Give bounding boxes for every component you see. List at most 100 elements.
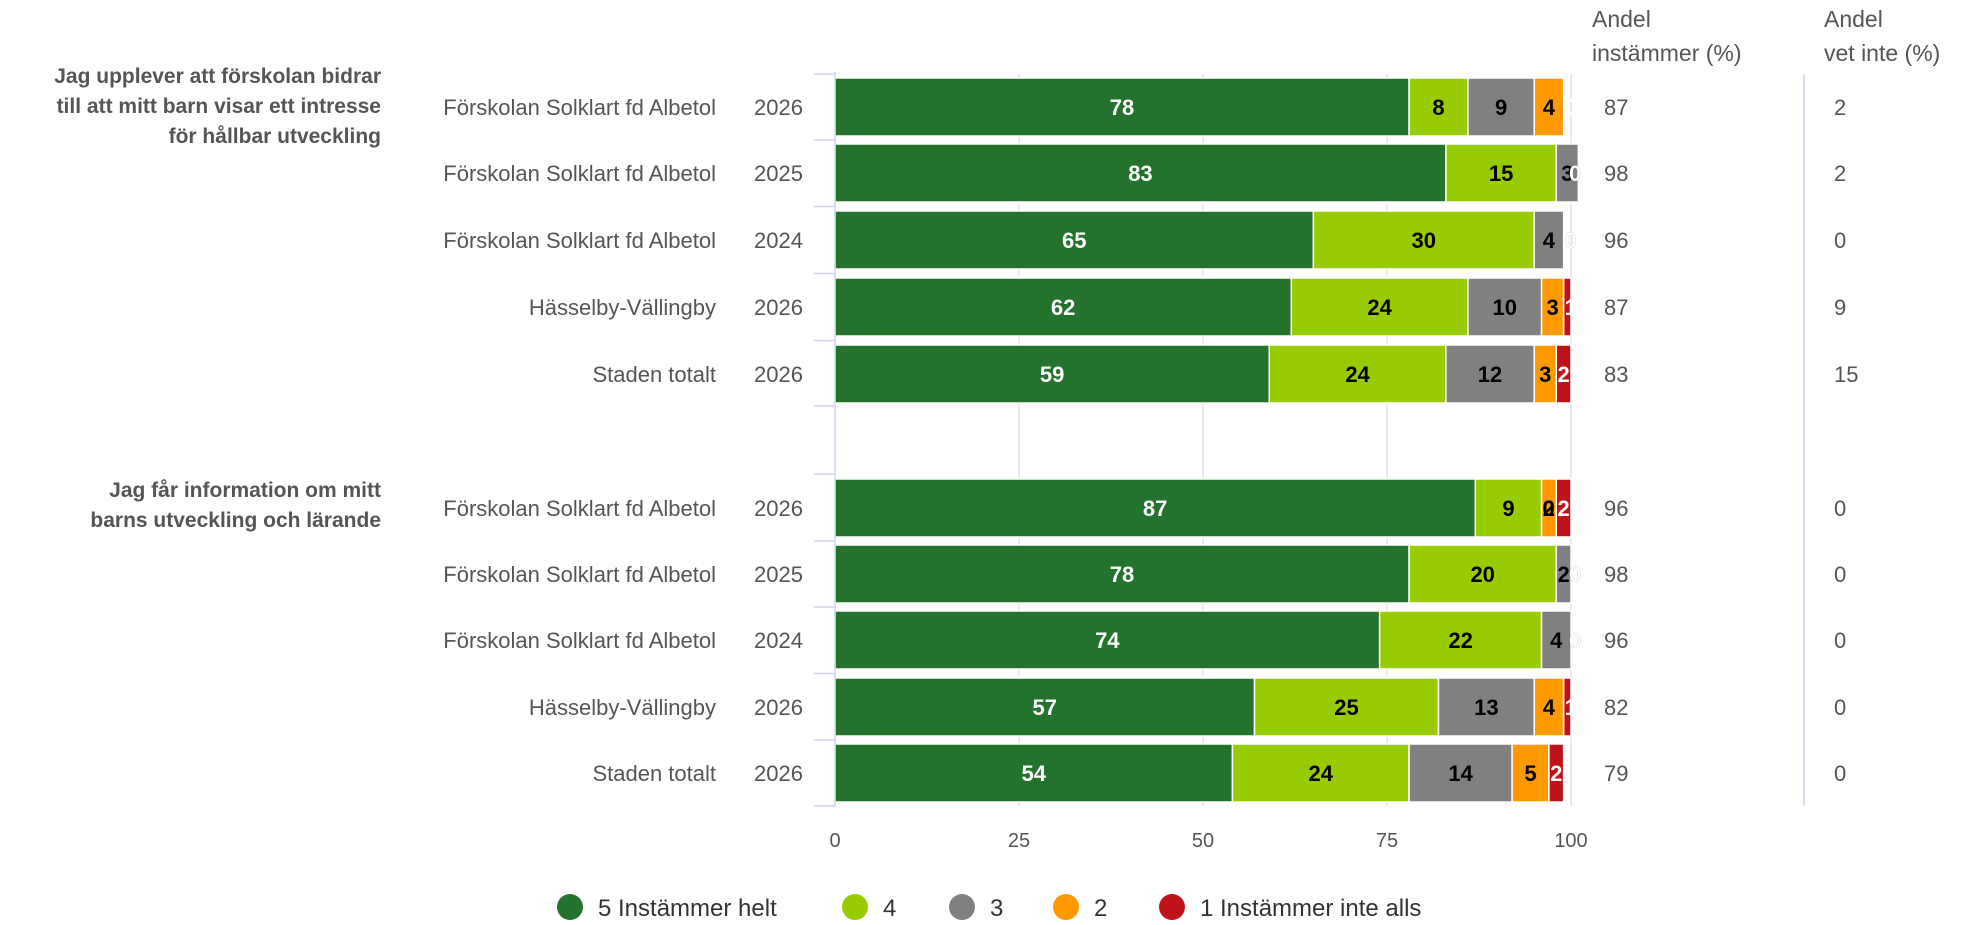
bar-segment (1231, 743, 1410, 803)
bar-value-label: 2 (1558, 562, 1570, 587)
row-year-label: 2026 (754, 295, 803, 320)
bar-value-label: 4 (1550, 628, 1563, 653)
column-header-line2: instämmer (%) (1592, 40, 1742, 66)
bar-value-label: 12 (1478, 362, 1502, 387)
bar-segment (1467, 77, 1535, 137)
bar-value-label: 13 (1474, 695, 1498, 720)
bar-segment (1533, 210, 1565, 270)
bar-segment (1540, 610, 1572, 670)
bar-segment (1555, 143, 1580, 203)
row-year-label: 2024 (754, 628, 803, 653)
bar-value-label: 59 (1040, 362, 1064, 387)
legend: 5 Instämmer helt 4 3 2 1 Instämmer inte alls (557, 894, 1421, 922)
bar-value-label: 2 (1543, 496, 1555, 521)
bar-segment (834, 344, 1270, 404)
x-tick-label: 50 (1192, 830, 1214, 852)
legend-swatch (842, 894, 868, 920)
andel-vet-inte-value: 2 (1834, 161, 1846, 186)
bar-value-label: 74 (1095, 628, 1120, 653)
row-year-label: 2026 (754, 362, 803, 387)
row-name-label: Förskolan Solklart fd Albetol (443, 228, 716, 253)
bar-value-label: 4 (1543, 228, 1556, 253)
andel-instammer-value: 79 (1604, 761, 1628, 786)
row-year-label: 2026 (754, 95, 803, 120)
andel-vet-inte-value: 0 (1834, 628, 1846, 653)
bar-segment (1562, 677, 1572, 737)
bar-segment (1408, 544, 1558, 604)
bar-value-label: 62 (1051, 295, 1075, 320)
x-tick-label: 0 (829, 830, 840, 852)
row-name-label: Hässelby-Vällingby (529, 695, 716, 720)
column-header-line1: Andel (1592, 6, 1651, 32)
bar-value-label: 30 (1412, 228, 1436, 253)
bar-value-label: 78 (1110, 95, 1134, 120)
bar-value-label: 1 (1565, 295, 1577, 320)
andel-instammer-value: 87 (1604, 95, 1628, 120)
bar-value-label: 0 (1569, 562, 1581, 587)
bar-value-label: 9 (1495, 95, 1507, 120)
x-axis: 0 25 50 75 100 (814, 72, 1588, 852)
bar-value-label: 83 (1128, 161, 1152, 186)
bar-value-label: 57 (1033, 695, 1057, 720)
bars (834, 77, 1580, 803)
andel-vet-inte-value: 0 (1834, 695, 1846, 720)
bar-segment (1253, 677, 1440, 737)
bar-value-label: 24 (1345, 362, 1370, 387)
bar-value-label: 0 (1543, 496, 1555, 521)
bar-value-label: 8 (1432, 95, 1444, 120)
bar-value-label: 0 (1569, 161, 1581, 186)
andel-vet-inte-value: 0 (1834, 761, 1846, 786)
bar-segment (1445, 143, 1558, 203)
legend-swatch (1053, 894, 1079, 920)
legend-swatch (557, 894, 583, 920)
bar-value-label: 2 (1550, 761, 1562, 786)
x-tick-label: 75 (1376, 830, 1398, 852)
bar-segment (1555, 344, 1572, 404)
legend-label: 1 Instämmer inte alls (1200, 895, 1421, 922)
bar-value-label: 0 (1565, 228, 1577, 253)
andel-vet-inte-value: 9 (1834, 295, 1846, 320)
bar-value-label: 0 (1565, 95, 1577, 120)
x-tick-label: 25 (1008, 830, 1030, 852)
row-name-label: Förskolan Solklart fd Albetol (443, 562, 716, 587)
row-year-label: 2026 (754, 695, 803, 720)
bar-value-label: 10 (1493, 295, 1517, 320)
bar-value-label: 5 (1524, 761, 1536, 786)
bar-value-label: 54 (1021, 761, 1046, 786)
bar-value-label: 3 (1539, 362, 1551, 387)
andel-instammer-value: 83 (1604, 362, 1628, 387)
bar-segment (1290, 277, 1469, 337)
andel-vet-inte-value: 0 (1834, 562, 1846, 587)
bar-value-label: 0 (1569, 628, 1581, 653)
bar-value-label: 2 (1558, 362, 1570, 387)
andel-instammer-value: 96 (1604, 628, 1628, 653)
bar-segment (1445, 344, 1535, 404)
row-year-label: 2026 (754, 761, 803, 786)
column-header-line2: vet inte (%) (1824, 40, 1940, 66)
bar-segment (1408, 77, 1469, 137)
x-tick-label: 100 (1554, 830, 1587, 852)
bar-value-label: 4 (1543, 95, 1556, 120)
andel-instammer-value: 96 (1604, 496, 1628, 521)
bar-segment (1562, 277, 1572, 337)
andel-vet-inte-value: 15 (1834, 362, 1858, 387)
bar-segment (834, 743, 1234, 803)
bar-value-label: 3 (1546, 295, 1558, 320)
row-name-label: Förskolan Solklart fd Albetol (443, 628, 716, 653)
bar-value-label: 20 (1470, 562, 1494, 587)
andel-instammer-value: 98 (1604, 562, 1628, 587)
labels: Jag upplever att förskolan bidrar till at… (54, 65, 1581, 786)
andel-vet-inte-value: 0 (1834, 496, 1846, 521)
bar-segment (834, 677, 1256, 737)
bar-segment (1408, 743, 1513, 803)
bar-segment (1533, 77, 1565, 137)
row-year-label: 2025 (754, 161, 803, 186)
question-label: Jag upplever att förskolan bidrar (54, 65, 381, 88)
bar-value-label: 0 (1569, 161, 1581, 186)
bar-value-label: 78 (1110, 562, 1134, 587)
bar-value-label: 0 (1569, 628, 1581, 653)
legend-label: 2 (1094, 895, 1107, 922)
row-name-label: Staden totalt (592, 362, 716, 387)
bar-value-label: 2 (1558, 496, 1570, 521)
bar-value-label: 15 (1489, 161, 1513, 186)
